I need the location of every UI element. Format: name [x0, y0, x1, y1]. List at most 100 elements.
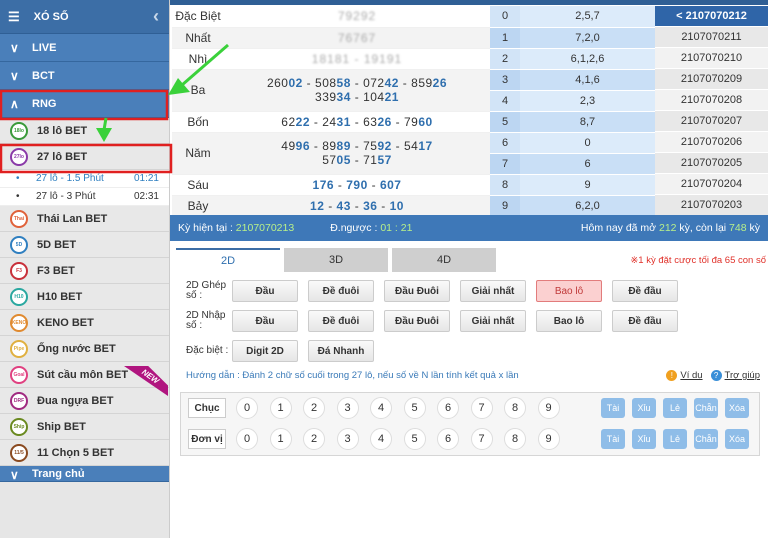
number-ball[interactable]: 2	[303, 428, 325, 450]
game-logo-icon: Thai	[10, 209, 28, 228]
tab-2d[interactable]: 2D	[176, 248, 280, 272]
bet-type-button[interactable]: Đầu	[232, 280, 298, 302]
number-ball[interactable]: 1	[269, 428, 292, 450]
bet-type-button[interactable]: Đầu	[232, 310, 298, 332]
quick-select-button[interactable]: Xóa	[725, 429, 749, 449]
history-item[interactable]: 2107070203	[655, 195, 768, 216]
sidebar-item-label: Ship BET	[37, 420, 86, 433]
example-link[interactable]: ! Ví dụ	[658, 370, 703, 381]
number-ball[interactable]: 4	[370, 428, 392, 450]
quick-select-button[interactable]: Lẻ	[663, 398, 687, 418]
sidebar-item[interactable]: 11/5 11 Chọn 5 BET	[0, 440, 169, 466]
tab-4d[interactable]: 4D	[392, 248, 496, 272]
category-label: LIVE	[32, 41, 57, 54]
digit-row: 2 6,1,2,6	[490, 48, 655, 70]
number-ball[interactable]: 5	[403, 428, 426, 450]
digit-head: 5	[490, 111, 520, 133]
menu-icon[interactable]: ☰	[8, 8, 20, 24]
quick-select-button[interactable]: Chẵn	[694, 398, 718, 418]
number-ball[interactable]: 2	[303, 397, 325, 419]
number-ball[interactable]: 9	[537, 397, 560, 419]
bet-type-button[interactable]: Đề đầu	[612, 280, 678, 302]
sidebar-category-live[interactable]: ∨ LIVE	[0, 34, 169, 62]
history-item[interactable]: 2107070206	[655, 132, 768, 153]
quick-select-button[interactable]: Xỉu	[632, 429, 656, 449]
number-ball[interactable]: 5	[403, 397, 426, 419]
history-item[interactable]: 2107070208	[655, 90, 768, 111]
sidebar-item[interactable]: DRF Đua ngựa BET	[0, 388, 169, 414]
number-ball[interactable]: 6	[437, 397, 459, 419]
sidebar-header: ☰ XÓ SỐ ‹	[0, 0, 169, 34]
quick-select-button[interactable]: Tài	[601, 398, 625, 418]
sidebar-item-label: 18 lô BET	[37, 124, 88, 137]
bet-type-button[interactable]: Bao lô	[536, 310, 602, 332]
quick-select-button[interactable]: Xóa	[725, 398, 749, 418]
sidebar-home[interactable]: ∨ Trang chủ	[0, 466, 169, 482]
digit-row: 1 7,2,0	[490, 27, 655, 49]
sidebar-item[interactable]: 18lo 18 lô BET	[0, 118, 169, 144]
number-ball[interactable]: 4	[370, 397, 392, 419]
sidebar-item-label: Thái Lan BET	[37, 212, 108, 225]
bet-row-label: 2D Nhập số :	[186, 310, 226, 331]
history-item[interactable]: 2107070205	[655, 153, 768, 174]
bet-type-button[interactable]: Đầu Đuôi	[384, 280, 450, 302]
history-item[interactable]: 2107070207	[655, 111, 768, 132]
number-ball[interactable]: 8	[504, 428, 526, 450]
sidebar-item[interactable]: KENO KENO BET	[0, 310, 169, 336]
bet-type-button[interactable]: Đề đuôi	[308, 280, 374, 302]
sidebar-item[interactable]: Pipe Ống nước BET	[0, 336, 169, 362]
help-link[interactable]: ? Trợ giúp	[703, 370, 760, 381]
bet-type-button[interactable]: Digit 2D	[232, 340, 298, 362]
sidebar-item[interactable]: 27lo 27 lô BET	[0, 144, 169, 170]
game-logo-icon: 5D	[10, 235, 28, 254]
quick-select-button[interactable]: Xỉu	[632, 398, 656, 418]
history-item[interactable]: 2107070210	[655, 48, 768, 69]
history-item[interactable]: 2107070211	[655, 27, 768, 48]
game-logo-icon: 27lo	[10, 147, 28, 166]
digit-tails: 7,2,0	[520, 27, 655, 49]
history-selected[interactable]: < 2107070212	[655, 6, 768, 27]
number-ball[interactable]: 9	[537, 428, 560, 450]
bullet-icon: •	[16, 191, 20, 202]
chevron-down-icon: ∨	[10, 40, 19, 55]
bet-type-button[interactable]: Đá Nhanh	[308, 340, 374, 362]
result-row: Bảy 12 - 43 - 36 - 10	[172, 195, 490, 217]
bet-type-button[interactable]: Bao lô	[536, 280, 602, 302]
subitem-label: 27 lô - 3 Phút	[36, 191, 96, 202]
number-ball[interactable]: 3	[336, 397, 359, 419]
number-ball[interactable]: 8	[504, 397, 526, 419]
quick-select-button[interactable]: Lẻ	[663, 429, 687, 449]
sidebar-subitem[interactable]: • 27 lô - 1.5 Phút 01:21	[0, 170, 169, 188]
sidebar-item[interactable]: Ship Ship BET	[0, 414, 169, 440]
sidebar-item[interactable]: H10 H10 BET	[0, 284, 169, 310]
quick-select-button[interactable]: Chẵn	[694, 429, 718, 449]
number-ball[interactable]: 3	[336, 428, 359, 450]
guide-text: Hướng dẫn : Đánh 2 chữ số cuối trong 27 …	[186, 370, 519, 381]
bet-type-button[interactable]: Giải nhất	[460, 310, 526, 332]
sidebar-item[interactable]: F3 F3 BET	[0, 258, 169, 284]
history-item[interactable]: 2107070209	[655, 69, 768, 90]
number-ball[interactable]: 1	[269, 397, 292, 419]
history-item[interactable]: 2107070204	[655, 174, 768, 195]
sidebar-item[interactable]: Thai Thái Lan BET	[0, 206, 169, 232]
bet-type-button[interactable]: Đề đầu	[612, 310, 678, 332]
number-ball[interactable]: 0	[236, 428, 258, 450]
collapse-icon[interactable]: ‹	[153, 6, 159, 26]
bullet-icon: •	[16, 173, 20, 184]
number-ball[interactable]: 6	[437, 428, 459, 450]
tab-3d[interactable]: 3D	[284, 248, 388, 272]
number-ball[interactable]: 7	[470, 397, 493, 419]
bet-type-button[interactable]: Đề đuôi	[308, 310, 374, 332]
sidebar-subitem[interactable]: • 27 lô - 3 Phút 02:31	[0, 188, 169, 206]
bet-type-button[interactable]: Đầu Đuôi	[384, 310, 450, 332]
digit-head: 1	[490, 27, 520, 49]
number-ball[interactable]: 0	[236, 397, 258, 419]
prize-numbers: 176 - 790 - 607	[224, 174, 490, 196]
sidebar-category-rng[interactable]: ∧ RNG	[0, 90, 169, 118]
number-ball[interactable]: 7	[470, 428, 493, 450]
quick-select-button[interactable]: Tài	[601, 429, 625, 449]
sidebar-item[interactable]: 5D 5D BET	[0, 232, 169, 258]
bet-type-button[interactable]: Giải nhất	[460, 280, 526, 302]
sidebar-category-bct[interactable]: ∨ BCT	[0, 62, 169, 90]
bet-row-label: Đặc biệt :	[186, 345, 229, 356]
